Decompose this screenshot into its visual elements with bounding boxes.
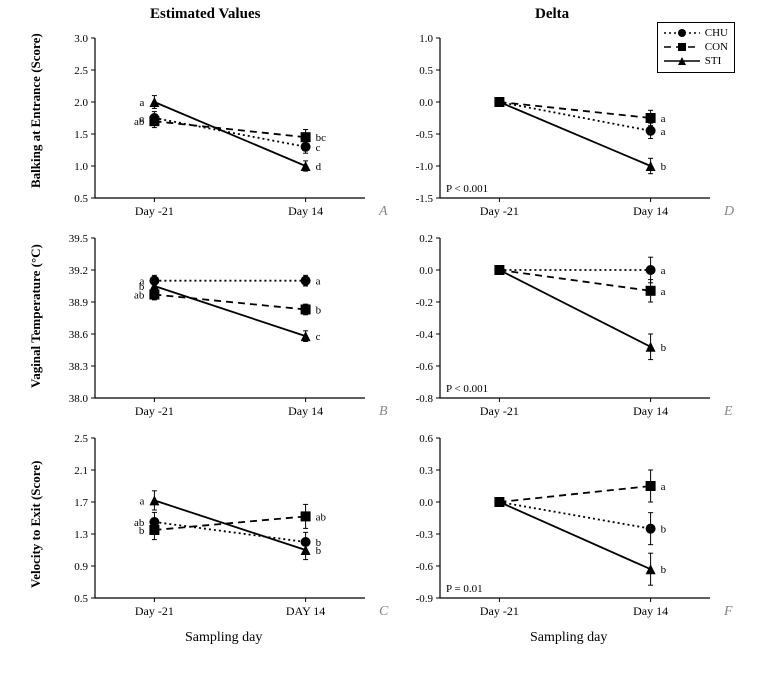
svg-text:ab: ab: [316, 511, 327, 523]
svg-text:Day -21: Day -21: [135, 404, 174, 418]
svg-text:-0.5: -0.5: [416, 129, 434, 141]
svg-text:ab: ab: [134, 116, 145, 128]
svg-text:a: a: [661, 113, 666, 125]
svg-text:0.9: 0.9: [74, 561, 88, 573]
svg-text:0.3: 0.3: [419, 465, 433, 477]
svg-text:-0.6: -0.6: [416, 361, 434, 373]
svg-text:1.7: 1.7: [74, 497, 88, 509]
svg-text:DAY 14: DAY 14: [286, 604, 325, 618]
panel-C: 0.50.91.31.72.12.5Day -21DAY 14abbbababC: [50, 433, 390, 633]
svg-text:39.5: 39.5: [69, 233, 89, 245]
svg-text:a: a: [661, 265, 666, 277]
svg-text:Day -21: Day -21: [135, 604, 174, 618]
svg-text:a: a: [661, 481, 666, 493]
svg-text:38.3: 38.3: [69, 361, 89, 373]
svg-text:Day -21: Day -21: [480, 404, 519, 418]
svg-text:b: b: [316, 545, 322, 557]
ylabel-row-0: Balking at Entrance (Score): [28, 168, 44, 188]
svg-text:2.0: 2.0: [74, 97, 88, 109]
svg-text:-0.4: -0.4: [416, 329, 434, 341]
svg-text:Day 14: Day 14: [633, 604, 668, 618]
svg-text:b: b: [139, 281, 145, 293]
svg-text:d: d: [316, 161, 322, 173]
svg-text:a: a: [140, 495, 145, 507]
svg-text:0.0: 0.0: [419, 265, 433, 277]
svg-text:-0.3: -0.3: [416, 529, 434, 541]
svg-text:1.0: 1.0: [74, 161, 88, 173]
svg-text:2.5: 2.5: [74, 65, 88, 77]
svg-text:1.3: 1.3: [74, 529, 88, 541]
svg-text:Day 14: Day 14: [633, 204, 668, 218]
svg-text:0.5: 0.5: [419, 65, 433, 77]
svg-text:38.0: 38.0: [69, 393, 89, 405]
svg-text:b: b: [661, 524, 667, 536]
svg-text:-1.0: -1.0: [416, 161, 434, 173]
svg-text:0.5: 0.5: [74, 593, 88, 605]
svg-text:-0.8: -0.8: [416, 393, 434, 405]
panel-E: -0.8 -0.6 -0.4 -0.2 0.0 0.2 Day -21 Day 14 aa b E P…: [395, 233, 735, 433]
svg-text:0.0: 0.0: [419, 97, 433, 109]
svg-text:-0.6: -0.6: [416, 561, 434, 573]
svg-text:b: b: [661, 564, 667, 576]
svg-text:Day -21: Day -21: [480, 204, 519, 218]
svg-text:Day 14: Day 14: [633, 404, 668, 418]
svg-text:2.1: 2.1: [74, 465, 88, 477]
svg-text:bc: bc: [316, 132, 327, 144]
panel-A: 0.51.01.52.02.53.0Day -21Day 14acabbcadA: [50, 33, 390, 233]
svg-text:P < 0.001: P < 0.001: [446, 383, 488, 395]
svg-text:b: b: [316, 304, 322, 316]
svg-text:C: C: [379, 604, 389, 619]
svg-text:0.0: 0.0: [419, 497, 433, 509]
svg-text:F: F: [723, 604, 733, 619]
panel-B: 38.038.338.638.939.239.5Day -21Day 14aaa…: [50, 233, 390, 433]
svg-text:1.0: 1.0: [419, 33, 433, 45]
col-title-right: Delta: [535, 6, 569, 23]
svg-text:Day 14: Day 14: [288, 204, 323, 218]
svg-text:1.5: 1.5: [74, 129, 88, 141]
col-title-left: Estimated Values: [150, 6, 260, 23]
svg-text:P = 0.01: P = 0.01: [446, 583, 483, 595]
svg-text:-1.5: -1.5: [416, 193, 434, 205]
svg-text:a: a: [140, 97, 145, 109]
svg-text:B: B: [379, 404, 388, 419]
svg-text:a: a: [661, 126, 666, 138]
svg-text:D: D: [723, 204, 734, 219]
panel-D: -1.5 -1.0 -0.5 0.0 0.5 1.0 Day -21 Day 14 aa b D P …: [395, 33, 735, 233]
svg-text:0.5: 0.5: [74, 193, 88, 205]
svg-text:b: b: [661, 342, 667, 354]
panel-F: -0.9 -0.6 -0.3 0.0 0.3 0.6 Day -21 Day 14 b a b F P …: [395, 433, 735, 633]
svg-text:38.9: 38.9: [69, 297, 89, 309]
svg-text:b: b: [661, 161, 667, 173]
svg-text:39.2: 39.2: [69, 265, 88, 277]
ylabel-row-1: Vaginal Temperature (°C): [28, 368, 44, 388]
svg-text:3.0: 3.0: [74, 33, 88, 45]
svg-text:E: E: [723, 404, 733, 419]
svg-text:38.6: 38.6: [69, 329, 89, 341]
svg-text:-0.2: -0.2: [416, 297, 433, 309]
svg-text:0.6: 0.6: [419, 433, 433, 445]
svg-text:Day -21: Day -21: [480, 604, 519, 618]
ylabel-row-2: Velocity to Exit (Score): [28, 568, 44, 588]
svg-text:Day -21: Day -21: [135, 204, 174, 218]
svg-text:-0.9: -0.9: [416, 593, 434, 605]
svg-text:b: b: [139, 525, 145, 537]
svg-text:P < 0.001: P < 0.001: [446, 183, 488, 195]
svg-text:c: c: [316, 331, 321, 343]
svg-text:A: A: [378, 204, 388, 219]
svg-text:2.5: 2.5: [74, 433, 88, 445]
svg-text:Day 14: Day 14: [288, 404, 323, 418]
svg-text:0.2: 0.2: [419, 233, 433, 245]
svg-text:a: a: [316, 276, 321, 288]
svg-text:a: a: [661, 286, 666, 298]
